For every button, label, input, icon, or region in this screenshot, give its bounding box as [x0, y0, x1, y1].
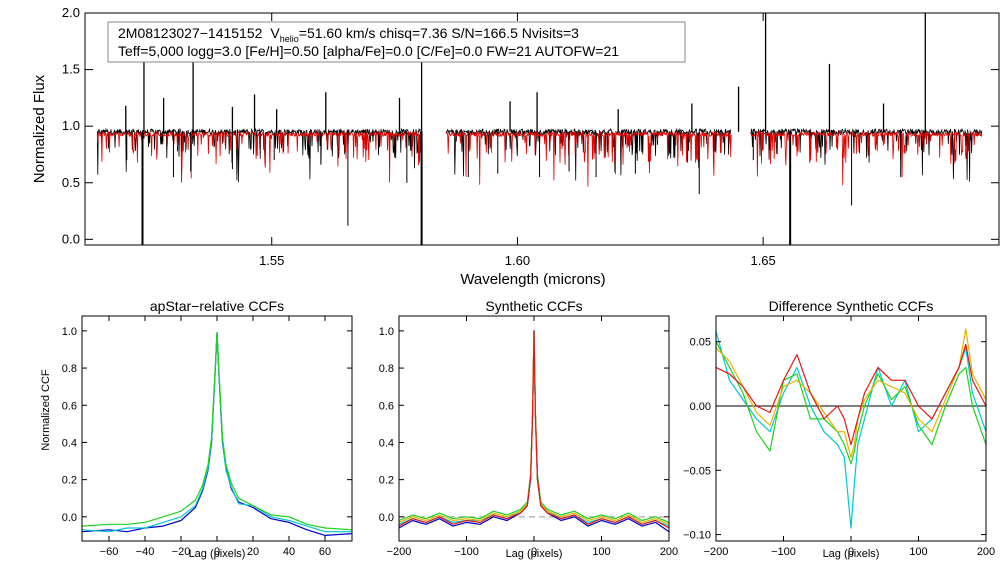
spectrum-annotation-line2: Teff=5,000 logg=3.0 [Fe/H]=0.50 [alpha/F…: [118, 43, 619, 59]
x-tick-label: 0: [531, 546, 537, 558]
y-tick-label: −0.05: [683, 465, 711, 477]
y-tick-label: 1.0: [379, 326, 394, 338]
spectrum-model-line: [96, 130, 422, 183]
y-tick-label: 1.0: [62, 118, 80, 133]
annotation-stats: =51.60 km/s chisq=7.36 S/N=166.5 Nvisits…: [299, 25, 579, 41]
y-tick-label: 0.4: [379, 437, 394, 449]
synthetic-ccf-axes: −200 −100 0 100 200 0.0 0.2 0.4 0.6 0.8 1.0: [379, 316, 678, 558]
ccf-series-visit_1: [82, 332, 352, 537]
x-tick-label: 40: [283, 546, 295, 558]
x-tick-label: −60: [100, 546, 119, 558]
y-tick-label: 1.0: [62, 326, 77, 338]
apstar-ccf-axes: −60 −40 −20 0 20 40 60 0.0 0.2 0.4 0.6 0.8 1.0: [62, 316, 352, 558]
x-tick-label: 0: [848, 546, 854, 558]
x-tick-label: 100: [909, 546, 927, 558]
ccf-series-visit_2: [82, 332, 352, 533]
y-tick-label: 0.8: [379, 363, 394, 375]
ccf-series-visit_5: [399, 330, 669, 529]
y-tick-label: 0.6: [62, 400, 77, 412]
x-tick-label: 100: [592, 546, 610, 558]
spectrum-plot-area: [96, 13, 983, 245]
y-tick-label: 0.0: [379, 512, 394, 524]
ccf-series-visit_4: [716, 328, 986, 458]
x-tick-label: 1.60: [505, 253, 530, 268]
apstar-ccf-xlabel: Lag (pixels): [189, 548, 246, 560]
y-tick-label: 0.05: [690, 337, 711, 349]
spectrum-annotation-box: [107, 21, 686, 63]
x-tick-label: 200: [977, 546, 995, 558]
ccf-series-visit_3: [82, 332, 352, 531]
y-tick-label: −0.10: [683, 530, 711, 542]
x-tick-label: −100: [771, 546, 796, 558]
x-tick-label: −20: [172, 546, 191, 558]
synthetic-ccf-xlabel: Lag (pixels): [506, 548, 563, 560]
ccf-series-visit_2: [716, 331, 986, 529]
ccf-series-visit_3: [716, 341, 986, 465]
spectrum-observed-line: [96, 127, 422, 183]
y-tick-label: 0.2: [379, 475, 394, 487]
y-tick-label: 0.2: [62, 475, 77, 487]
y-tick-label: 0.5: [62, 175, 80, 190]
difference-ccf-title: Difference Synthetic CCFs: [769, 298, 934, 314]
x-tick-label: 0: [214, 546, 220, 558]
y-tick-label: 1.5: [62, 62, 80, 77]
object-id: 2M08123027−1415152: [118, 25, 263, 41]
difference-ccf-plot-area: [716, 328, 986, 529]
x-tick-label: 200: [660, 546, 678, 558]
difference-ccf-xlabel: Lag (pixels): [823, 548, 880, 560]
apstar-ccf-frame: [81, 315, 353, 542]
x-tick-label: −200: [704, 546, 729, 558]
difference-ccf-panel: Difference Synthetic CCFs −200 −100 0 100 20…: [683, 298, 995, 560]
spectrum-panel: 1.55 1.60 1.65 0.0 0.5 1.0 1.5 2.0 2M08123027−1…: [31, 5, 1000, 288]
spectrum-axes: 1.55 1.60 1.65 0.0 0.5 1.0 1.5 2.0: [62, 5, 999, 268]
y-tick-label: 0.4: [62, 437, 77, 449]
x-tick-label: 20: [247, 546, 259, 558]
spectrum-xlabel: Wavelength (microns): [460, 271, 605, 288]
spectrum-model-line: [445, 130, 732, 187]
ccf-series-visit_5: [716, 343, 986, 446]
x-tick-label: −100: [454, 546, 479, 558]
difference-ccf-frame: [715, 315, 987, 542]
y-tick-label: 0.6: [379, 400, 394, 412]
y-tick-label: 0.0: [62, 512, 77, 524]
spectrum-observed-line: [445, 127, 732, 181]
synthetic-ccf-plot-area: [399, 330, 669, 533]
vhelio-symbol: V: [270, 25, 280, 41]
apstar-ccf-ylabel: Normalized CCF: [40, 369, 52, 451]
x-tick-label: −200: [387, 546, 412, 558]
apstar-ccf-panel: apStar−relative CCFs −60 −40 −20 0 20 40 60 0.0…: [40, 298, 353, 560]
y-tick-label: 2.0: [62, 5, 80, 20]
x-tick-label: 60: [319, 546, 331, 558]
spectrum-frame: [84, 12, 1000, 246]
synthetic-ccf-panel: Synthetic CCFs −200 −100 0 100 200 0.0 0.2 0.4 0…: [379, 298, 678, 560]
x-tick-label: 1.55: [259, 253, 284, 268]
vhelio-subscript: helio: [280, 34, 299, 44]
x-tick-label: 1.65: [750, 253, 775, 268]
y-tick-label: 0.00: [690, 401, 711, 413]
y-tick-label: 0.8: [62, 363, 77, 375]
y-tick-label: 0.0: [62, 231, 80, 246]
apstar-ccf-plot-area: [82, 332, 352, 537]
apstar-ccf-title: apStar−relative CCFs: [150, 298, 284, 314]
x-tick-label: −40: [136, 546, 155, 558]
spectrum-annotation-line1: 2M08123027−1415152 Vhelio=51.60 km/s chis…: [118, 25, 579, 44]
difference-ccf-axes: −200 −100 0 100 200 −0.10 −0.05 0.00 0.05: [683, 316, 995, 558]
spectrum-ylabel: Normalized Flux: [31, 74, 48, 183]
synthetic-ccf-title: Synthetic CCFs: [485, 298, 582, 314]
